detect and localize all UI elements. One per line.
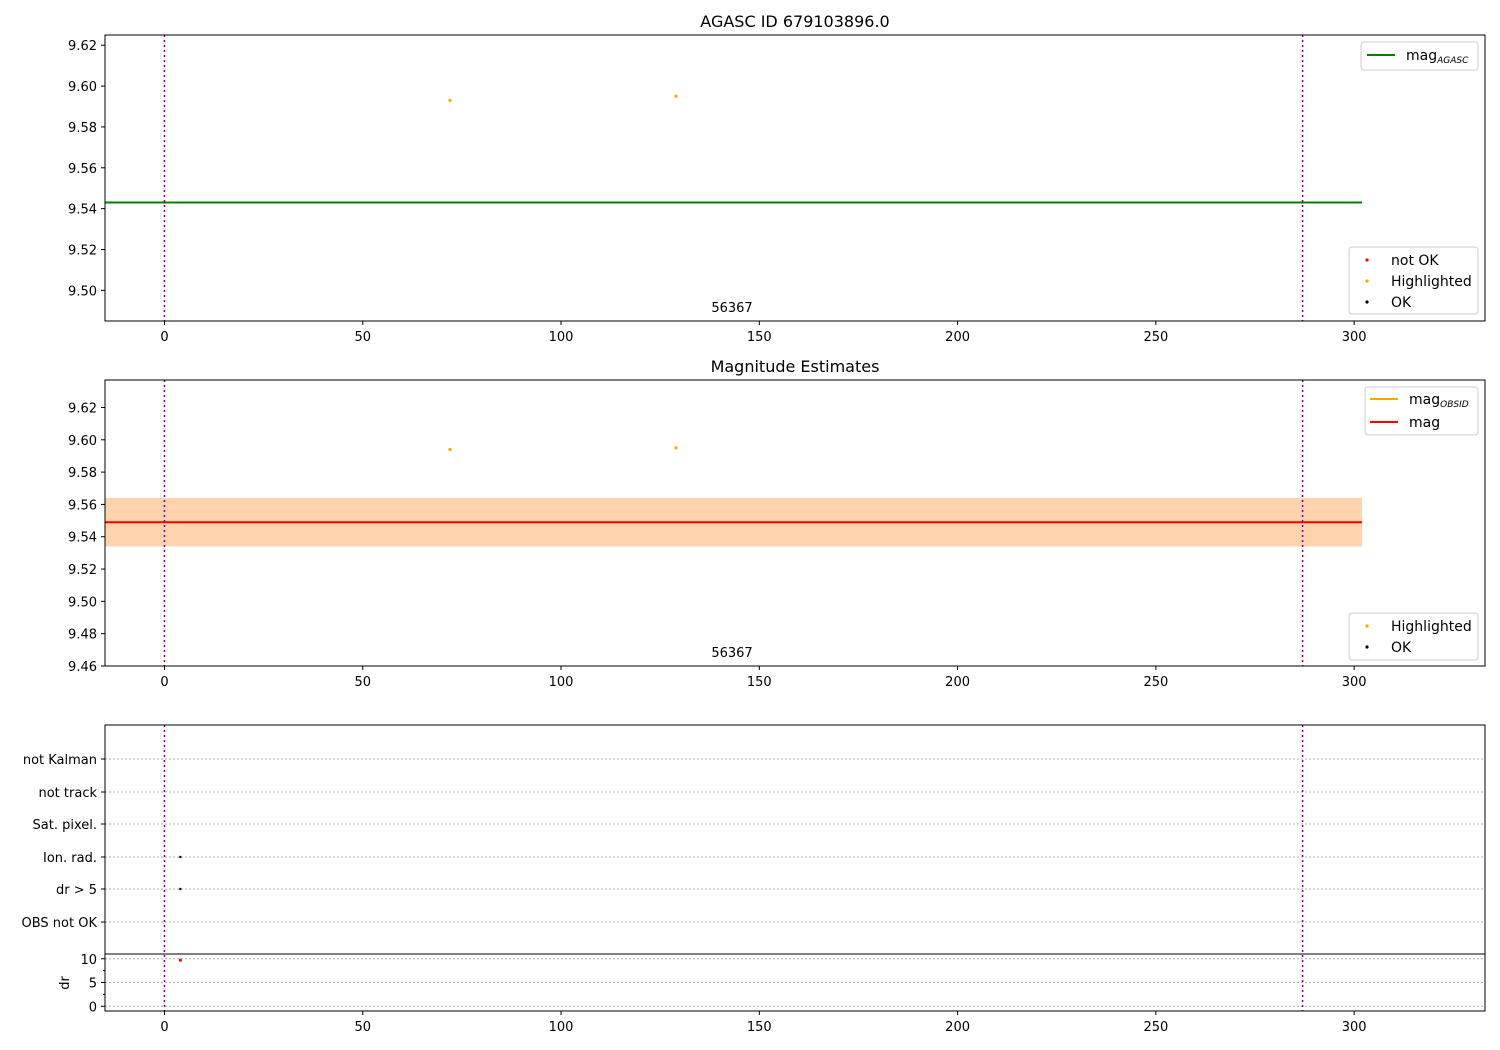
flag-point (179, 855, 182, 859)
legend-marker (1365, 258, 1369, 262)
flag-label: Ion. rad. (43, 851, 97, 866)
legend-line-sub: OBSID (1440, 400, 1469, 410)
dr-tick-label: 5 (89, 977, 97, 992)
x-tick-label: 250 (1143, 330, 1168, 345)
y-tick-label: 9.60 (68, 434, 97, 449)
legend-line-label: magAGASC (1406, 48, 1469, 66)
x-tick-label: 150 (747, 330, 772, 345)
panel-magnitude-estimates-legend-lines: magOBSID mag (1364, 386, 1479, 436)
panel-flags-frame (104, 724, 1486, 1012)
legend-label: OK (1391, 295, 1412, 311)
x-tick-label: 50 (354, 675, 371, 690)
dr-outlier-point (178, 958, 182, 962)
legend-box (1348, 612, 1479, 661)
y-tick-label: 9.58 (68, 466, 97, 481)
x-tick-label: 100 (549, 1020, 574, 1035)
legend-line-label: mag (1409, 415, 1440, 431)
panel-magnitude-estimates: Magnitude Estimates 56367 0 50 100 150 200 25… (68, 357, 1486, 690)
x-tick-label: 250 (1143, 675, 1168, 690)
legend-line-name: mag (1409, 392, 1440, 408)
legend-line-sub: AGASC (1436, 56, 1469, 66)
legend-label: not OK (1391, 253, 1439, 269)
panel-flags-axes: not Kalman not track Sat. pixel. Ion. rad. d… (22, 753, 1367, 1035)
panel-magnitude-estimates-frame (104, 379, 1486, 667)
y-tick-label: 9.54 (68, 203, 97, 218)
flag-label: Sat. pixel. (33, 818, 97, 833)
legend-marker (1365, 300, 1369, 304)
flag-label: OBS not OK (22, 916, 98, 931)
x-tick-label: 100 (549, 675, 574, 690)
legend-label: OK (1391, 640, 1412, 656)
panel-agasc: AGASC ID 679103896.0 56367 0 50 100 150 200 2… (68, 12, 1486, 345)
panel-flags-plot (105, 725, 1485, 1011)
panel-agasc-frame (104, 34, 1486, 322)
y-tick-label: 9.54 (68, 531, 97, 546)
x-tick-label: 300 (1342, 330, 1367, 345)
x-tick-label: 100 (549, 330, 574, 345)
x-tick-label: 200 (945, 330, 970, 345)
legend-label: Highlighted (1391, 619, 1472, 635)
flag-label: dr > 5 (56, 883, 97, 898)
y-tick-label: 9.58 (68, 121, 97, 136)
y-tick-label: 9.50 (68, 284, 97, 299)
legend-line-name: mag (1406, 48, 1437, 64)
dr-tick-label: 10 (80, 953, 97, 968)
data-point (674, 94, 678, 98)
panel-agasc-title: AGASC ID 679103896.0 (700, 12, 889, 31)
legend-box (1360, 41, 1479, 71)
data-point (674, 446, 678, 450)
data-point (448, 447, 452, 452)
legend-label: Highlighted (1391, 274, 1472, 290)
y-tick-label: 9.48 (68, 628, 97, 643)
y-tick-label: 9.50 (68, 595, 97, 610)
panel-magnitude-estimates-axes: 0 50 100 150 200 250 300 9.46 9.48 9.50 9.52 9.54 9.… (68, 401, 1367, 690)
x-tick-label: 150 (747, 675, 772, 690)
flag-label: not track (38, 786, 97, 801)
flag-label: not Kalman (23, 753, 97, 768)
y-tick-label: 9.62 (68, 401, 97, 416)
y-tick-label: 9.46 (68, 660, 97, 675)
panel-magnitude-estimates-legend-points: Highlighted OK (1348, 612, 1479, 661)
x-tick-label: 200 (945, 675, 970, 690)
panel-magnitude-estimates-annotation: 56367 (711, 646, 752, 661)
panel-magnitude-estimates-plot (105, 380, 1363, 666)
panel-agasc-legend-points: not OK Highlighted OK (1348, 246, 1479, 315)
y-tick-label: 9.52 (68, 563, 97, 578)
y-tick-label: 9.56 (68, 498, 97, 513)
legend-box (1348, 246, 1479, 315)
x-tick-label: 0 (160, 1020, 168, 1035)
panel-agasc-axes: 0 50 100 150 200 250 300 9.50 9.52 9.54 9.56 9.58 9.… (68, 39, 1367, 345)
dr-tick-label: 0 (89, 1000, 97, 1015)
panel-agasc-plot (105, 35, 1363, 321)
x-tick-label: 150 (747, 1020, 772, 1035)
dr-axis-label: dr (58, 976, 73, 990)
x-tick-label: 0 (160, 330, 168, 345)
x-tick-label: 300 (1342, 1020, 1367, 1035)
panel-agasc-annotation: 56367 (711, 301, 752, 316)
x-tick-label: 200 (945, 1020, 970, 1035)
flag-point (179, 887, 182, 891)
legend-marker (1365, 624, 1369, 628)
x-tick-label: 50 (354, 1020, 371, 1035)
legend-marker (1365, 645, 1369, 649)
x-tick-label: 250 (1143, 1020, 1168, 1035)
legend-line-label: magOBSID (1409, 392, 1469, 410)
panel-agasc-legend-lines: magAGASC (1360, 41, 1479, 71)
data-point (448, 98, 452, 102)
y-tick-label: 9.62 (68, 39, 97, 54)
y-tick-label: 9.52 (68, 244, 97, 259)
x-tick-label: 50 (354, 330, 371, 345)
legend-marker (1365, 279, 1369, 283)
panel-magnitude-estimates-title: Magnitude Estimates (711, 357, 880, 376)
y-tick-label: 9.60 (68, 80, 97, 95)
x-tick-label: 0 (160, 675, 168, 690)
panel-flags: dr not Kalman not track Sat. pixel. Ion. ra… (22, 724, 1486, 1035)
y-tick-label: 9.56 (68, 162, 97, 177)
x-tick-label: 300 (1342, 675, 1367, 690)
